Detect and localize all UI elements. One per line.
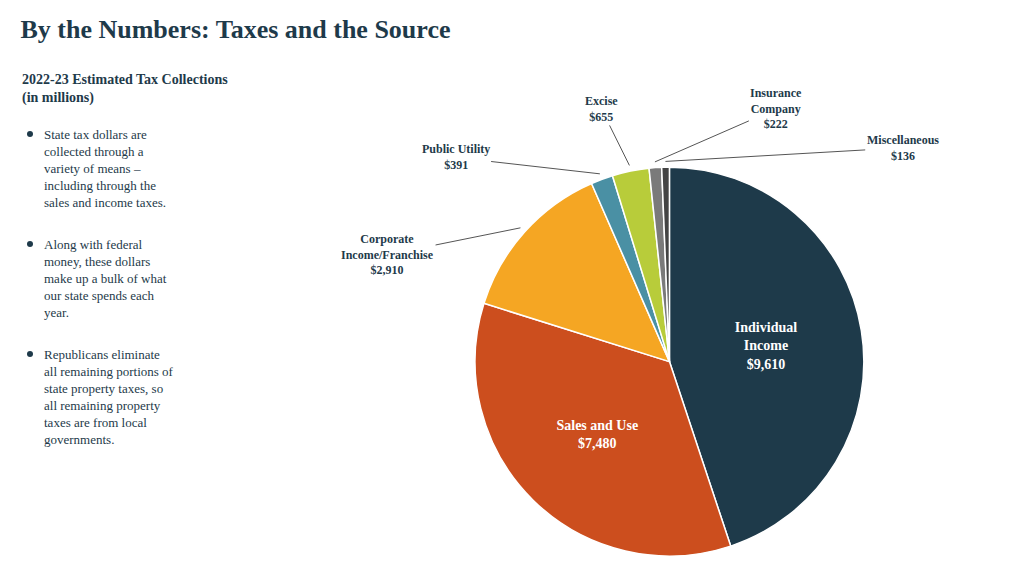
svg-text:Republicans eliminateall remai: Republicans eliminateall remaining porti… [44, 347, 174, 447]
svg-text:CorporateIncome/Franchise$2,91: CorporateIncome/Franchise$2,910 [341, 232, 434, 277]
svg-text:By the Numbers: Taxes and the: By the Numbers: Taxes and the Source [20, 15, 450, 44]
svg-text:IndividualIncome$9,610: IndividualIncome$9,610 [735, 320, 797, 371]
svg-text:InsuranceCompany$222: InsuranceCompany$222 [750, 86, 802, 131]
svg-text:Miscellaneous$136: Miscellaneous$136 [867, 133, 939, 163]
svg-text:State tax dollars arecollected: State tax dollars arecollected through a… [44, 127, 166, 210]
svg-text:Excise$655: Excise$655 [585, 94, 618, 124]
svg-text:Sales and Use$7,480: Sales and Use$7,480 [556, 418, 638, 451]
svg-text:Along with federalmoney, these: Along with federalmoney, these dollarsma… [44, 237, 167, 320]
svg-text:2022-23 Estimated Tax Collecti: 2022-23 Estimated Tax Collections(in mil… [22, 72, 228, 106]
svg-text:Public Utility$391: Public Utility$391 [422, 142, 490, 172]
